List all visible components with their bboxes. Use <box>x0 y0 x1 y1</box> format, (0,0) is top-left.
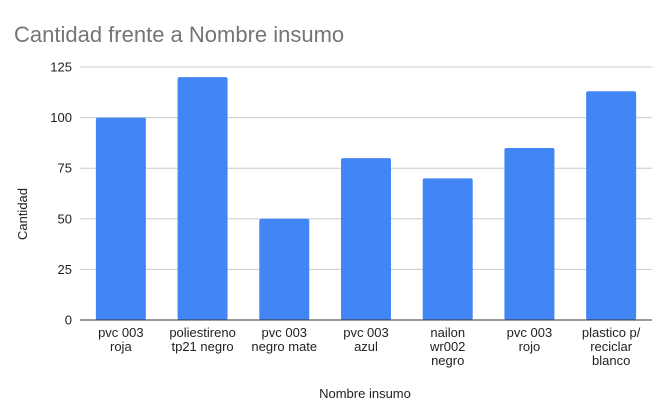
x-tick-label-line: blanco <box>592 353 630 368</box>
x-tick-label: pvc 003 azul <box>343 325 389 354</box>
x-axis-title: Nombre insumo <box>319 386 411 401</box>
y-tick-label: 125 <box>50 60 72 75</box>
y-tick-label: 50 <box>58 211 72 226</box>
x-tick-label-line: nailon <box>430 325 465 340</box>
x-tick-label-line: plastico p/ <box>582 325 641 340</box>
x-tick-label-line: roja <box>110 339 132 354</box>
bars <box>95 77 637 321</box>
y-tick-label: 25 <box>58 262 72 277</box>
bar <box>95 117 146 320</box>
x-tick-label-line: poliestireno <box>169 325 236 340</box>
y-tick-labels: 0 25 50 75 100 125 <box>50 60 72 328</box>
y-tick-label: 75 <box>58 161 72 176</box>
x-tick-label-line: negro mate <box>251 339 317 354</box>
x-tick-label-line: azul <box>354 339 378 354</box>
x-tick-label-line: wr002 <box>429 339 465 354</box>
x-tick-label: pvc 003 negro mate <box>251 325 317 354</box>
bar <box>259 218 310 320</box>
x-tick-label: pvc 003 roja <box>98 325 144 354</box>
x-tick-label: pvc 003 rojo <box>507 325 553 354</box>
y-tick-label: 100 <box>50 110 72 125</box>
bar <box>586 91 637 321</box>
bar <box>341 158 391 320</box>
x-tick-label: plastico p/reciclar blanco <box>582 325 641 368</box>
x-tick-label-line: pvc 003 <box>343 325 389 340</box>
x-tick-label-line: pvc 003 <box>98 325 144 340</box>
x-tick-label-line: reciclar <box>590 339 633 354</box>
x-tick-label-line: pvc 003 <box>507 325 553 340</box>
chart-title: Cantidad frente a Nombre insumo <box>14 22 345 47</box>
x-tick-label-line: rojo <box>519 339 541 354</box>
bar <box>422 178 473 320</box>
x-tick-label-line: tp21 negro <box>171 339 233 354</box>
x-tick-label: poliestireno tp21 negro <box>169 325 236 354</box>
bar <box>177 77 228 321</box>
x-tick-label-line: negro <box>431 353 464 368</box>
y-tick-label: 0 <box>65 313 72 328</box>
bar <box>504 147 555 320</box>
x-tick-label-line: pvc 003 <box>262 325 308 340</box>
x-tick-label: nailon wr002 negro <box>429 325 465 368</box>
y-axis-title: Cantidad <box>15 188 30 240</box>
